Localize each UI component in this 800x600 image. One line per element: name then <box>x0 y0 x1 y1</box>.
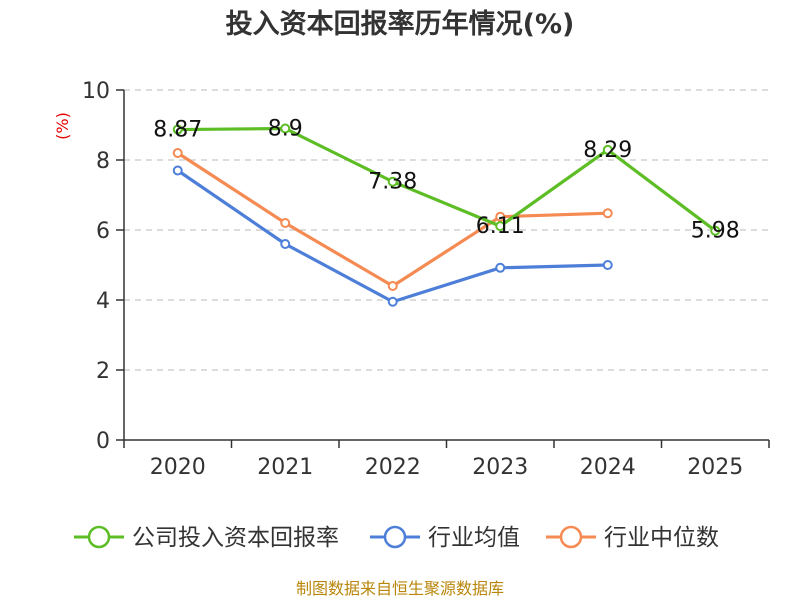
legend-marker-swatch <box>87 525 111 549</box>
x-tick-label-2025: 2025 <box>687 455 743 480</box>
data-point-2020[interactable] <box>172 124 183 135</box>
data-point-2024[interactable] <box>602 144 613 155</box>
legend-marker-swatch <box>383 525 407 549</box>
data-point-2022[interactable] <box>387 281 398 291</box>
series-line-公司投入资本回报率 <box>177 126 717 232</box>
y-tick-label: 2 <box>96 359 110 384</box>
data-point-2021[interactable] <box>280 218 291 228</box>
legend-marker-swatch <box>559 525 583 549</box>
x-tick-label-2024: 2024 <box>580 455 636 480</box>
y-tick-label: 0 <box>96 429 110 454</box>
data-point-2024[interactable] <box>602 208 613 219</box>
legend-item-行业中位数[interactable]: 行业中位数 <box>546 525 719 551</box>
data-label-2021: 8.9 <box>268 117 303 142</box>
data-label-2023: 6.11 <box>476 214 525 239</box>
y-tick-label: 10 <box>82 79 110 104</box>
data-label-2025: 5.98 <box>691 219 740 244</box>
data-point-2020[interactable] <box>172 148 183 158</box>
series-layer <box>172 123 721 307</box>
data-point-2024[interactable] <box>602 260 613 270</box>
grid <box>124 89 769 371</box>
y-tick-label: 4 <box>96 289 110 314</box>
legend-item-公司投入资本回报率[interactable]: 公司投入资本回报率 <box>74 525 339 551</box>
data-label-2022: 7.38 <box>368 170 417 195</box>
data-point-2023[interactable] <box>495 221 506 232</box>
y-tick-label: 8 <box>96 149 110 174</box>
data-point-2021[interactable] <box>280 123 291 134</box>
data-label-2024: 8.29 <box>583 138 632 163</box>
legend-label: 行业中位数 <box>604 525 719 551</box>
legend-label: 行业均值 <box>428 525 520 551</box>
data-label-2020: 8.87 <box>153 118 202 143</box>
data-point-2020[interactable] <box>172 165 183 176</box>
legend-label: 公司投入资本回报率 <box>132 525 339 551</box>
data-labels: 8.87 8.9 7.38 6.11 8.29 5.98 <box>153 117 739 244</box>
x-tick-label-2022: 2022 <box>365 455 421 480</box>
data-point-2022[interactable] <box>387 176 398 187</box>
data-point-2022[interactable] <box>387 296 398 307</box>
axes: 0 2 4 6 8 10 2020 2021 2022 2023 2024 2025 <box>82 79 770 480</box>
x-tick-label-2020: 2020 <box>150 455 206 480</box>
y-unit-label: (%) <box>53 112 72 140</box>
legend[interactable]: 公司投入资本回报率 行业均值 行业中位数 <box>74 525 719 551</box>
legend-item-行业均值[interactable]: 行业均值 <box>370 525 520 551</box>
y-tick-label: 6 <box>96 219 110 244</box>
source-note: 制图数据来自恒生聚源数据库 <box>296 579 504 598</box>
x-tick-label-2021: 2021 <box>257 455 313 480</box>
data-point-2021[interactable] <box>280 239 291 249</box>
data-point-2025[interactable] <box>710 225 721 236</box>
data-point-2023[interactable] <box>495 211 506 222</box>
chart-title: 投入资本回报率历年情况(%) <box>226 8 575 40</box>
data-point-2023[interactable] <box>495 262 506 273</box>
x-tick-label-2023: 2023 <box>472 455 528 480</box>
